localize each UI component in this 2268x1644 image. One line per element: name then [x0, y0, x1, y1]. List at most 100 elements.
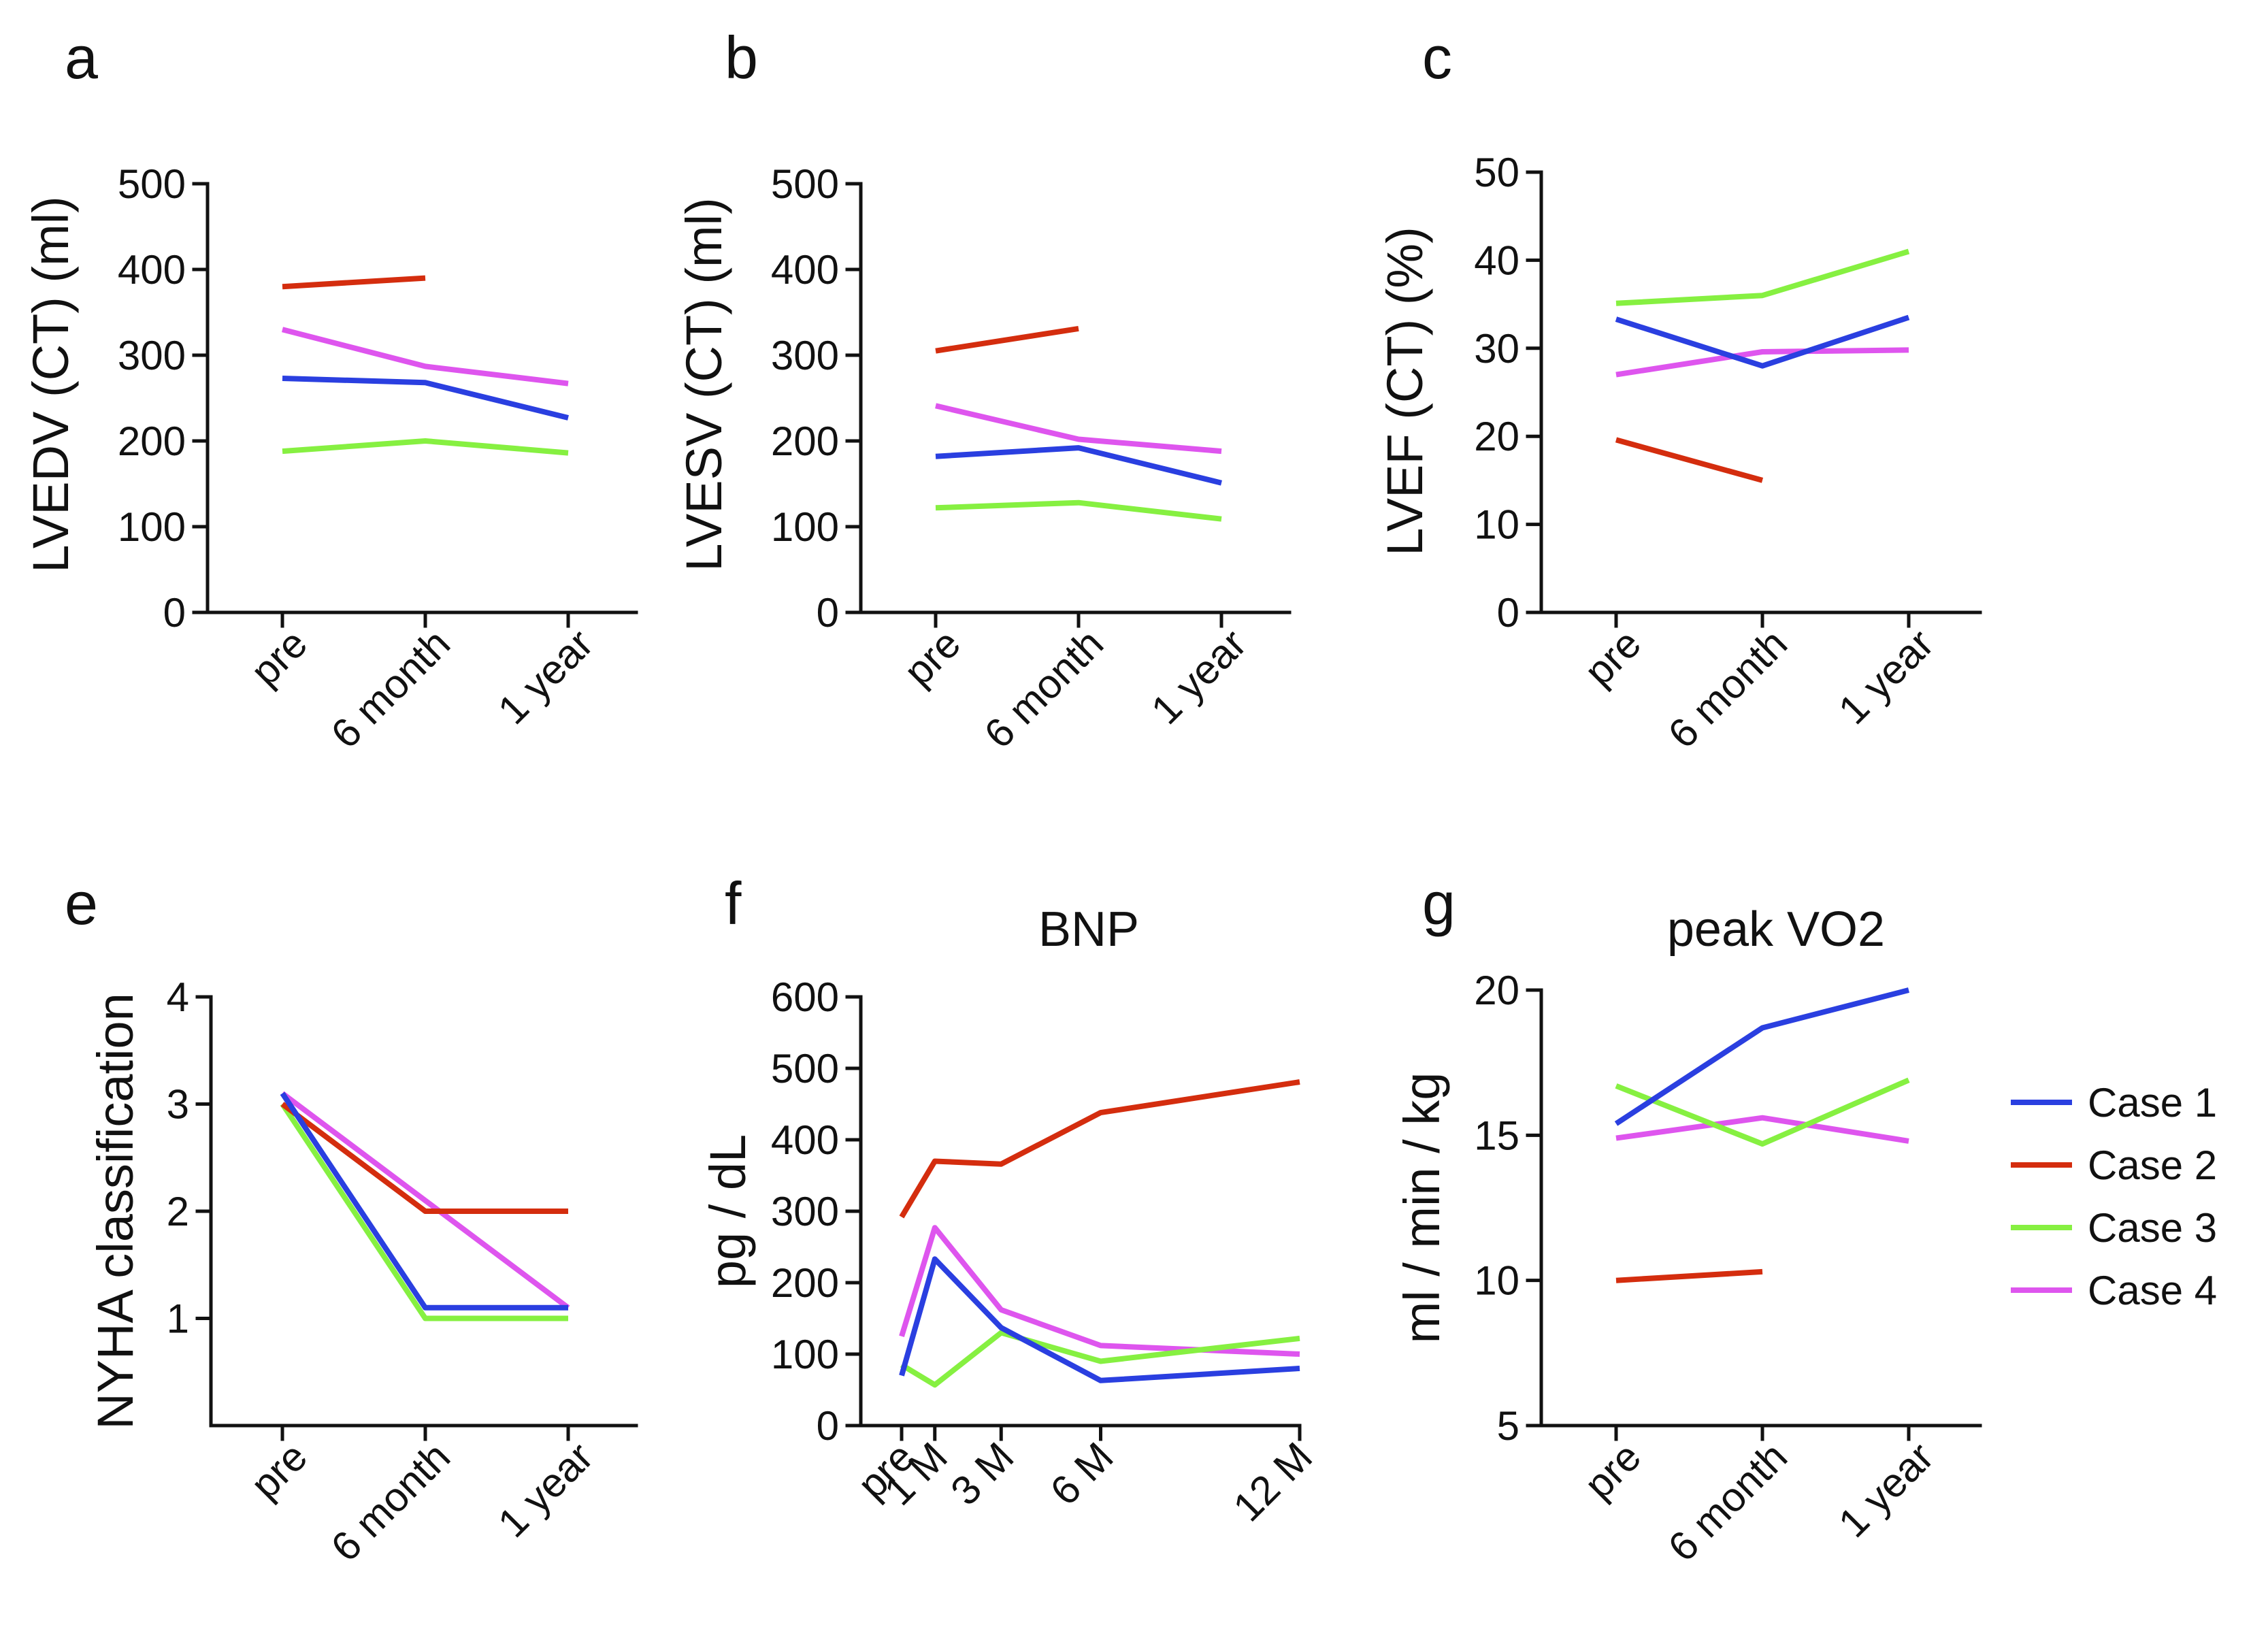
y-axis-label-b: LVESV (CT) (ml) [676, 197, 732, 572]
series-line-case-4-c [1615, 347, 1909, 378]
y-tick-label-c: 50 [1474, 150, 1519, 195]
panel-c: c 0 10 20 30 40 50 pre 6 month 1 year LVEF (CT) (… [1377, 24, 1982, 757]
y-tick-label-e: 3 [167, 1082, 189, 1128]
y-tick-label-e: 1 [167, 1296, 189, 1342]
y-tick-label-a: 0 [163, 590, 186, 636]
panel-letter-e: e [65, 870, 98, 937]
y-tick-label-b: 0 [817, 590, 839, 636]
series-line-case-1-e [280, 1091, 568, 1311]
x-tick-label-f: 6 M [1042, 1434, 1122, 1514]
y-tick-label-f: 500 [771, 1046, 839, 1091]
y-tick-label-a: 100 [118, 504, 186, 550]
x-tick-label-a: pre [242, 621, 316, 695]
y-tick-label-b: 300 [771, 333, 839, 378]
plot-g: 5 10 15 20 pre 6 month 1 year ml / min / kg [1394, 968, 1982, 1571]
y-tick-label-f: 300 [771, 1189, 839, 1234]
series-line-case-3-g [1615, 1077, 1910, 1147]
series-line-case-4-a [282, 327, 569, 387]
y-tick-label-a: 500 [118, 161, 186, 207]
x-tick-label-e: pre [242, 1434, 316, 1508]
x-tick-label-g: 6 month [1660, 1434, 1796, 1571]
series-line-case-4-b [935, 403, 1222, 455]
y-tick-label-f: 200 [771, 1260, 839, 1306]
y-tick-label-f: 0 [817, 1403, 839, 1449]
series-line-case-2-e [280, 1102, 568, 1214]
panel-letter-f: f [725, 870, 742, 937]
series-line-case-2-g [1615, 1268, 1763, 1283]
y-tick-label-g: 5 [1497, 1403, 1519, 1449]
y-tick-label-c: 0 [1497, 590, 1519, 636]
y-tick-label-f: 600 [771, 974, 839, 1020]
series-line-case-3-b [935, 499, 1222, 522]
plot-a: 0 100 200 300 400 500 pre 6 month 1 year LVEDV (C… [22, 161, 638, 757]
y-axis-label-e: NYHA classification [87, 993, 144, 1430]
panel-e: e 1 2 3 4 pre 6 month 1 year NYHA classificatio… [65, 870, 638, 1570]
y-tick-label-g: 20 [1474, 968, 1519, 1013]
series-line-case-4-g [1615, 1115, 1909, 1144]
y-tick-label-g: 10 [1474, 1258, 1519, 1304]
y-tick-label-g: 15 [1474, 1113, 1519, 1158]
series-line-case-3-c [1615, 248, 1910, 306]
series-line-case-3-a [282, 438, 569, 456]
y-tick-label-c: 40 [1474, 237, 1519, 283]
x-tick-label-f: 12 M [1224, 1434, 1321, 1530]
series-line-case-2-c [1615, 437, 1764, 483]
y-axis-label-f: pg / dL [700, 1134, 756, 1288]
chart-title-bnp: BNP [1038, 902, 1139, 957]
panel-b: b 0 100 200 300 400 500 pre 6 month 1 year LVESV … [676, 24, 1292, 757]
series-line-case-4-e [280, 1091, 570, 1311]
panel-letter-a: a [65, 24, 98, 91]
legend-label-case-4: Case 4 [2088, 1268, 2217, 1313]
panel-a: a 0 100 200 300 400 500 pre 6 month 1 year LVEDV … [22, 24, 638, 757]
x-tick-label-g: pre [1575, 1434, 1649, 1508]
series-line-case-2-a [282, 275, 426, 290]
legend: Case 1 Case 2 Case 3 Case 4 [2011, 1080, 2217, 1313]
y-tick-label-f: 100 [771, 1332, 839, 1377]
plot-c: 0 10 20 30 40 50 pre 6 month 1 year LVEF (CT) (%) [1377, 150, 1982, 757]
y-tick-label-b: 500 [771, 161, 839, 207]
y-tick-label-c: 10 [1474, 502, 1519, 548]
y-tick-label-a: 300 [118, 333, 186, 378]
series-line-case-1-c [1615, 314, 1910, 369]
x-tick-label-b: 6 month [976, 621, 1113, 757]
panel-letter-c: c [1422, 24, 1452, 91]
panel-letter-b: b [725, 24, 758, 91]
series-line-case-2-f [899, 1079, 1300, 1219]
y-tick-label-e: 2 [167, 1189, 189, 1234]
series-line-case-3-e [280, 1102, 568, 1321]
y-axis-label-c: LVEF (CT) (%) [1377, 227, 1433, 556]
series-line-case-1-a [282, 376, 569, 421]
y-tick-label-c: 30 [1474, 326, 1519, 372]
x-tick-label-e: 1 year [489, 1434, 602, 1546]
series-line-case-1-f [899, 1256, 1300, 1383]
y-tick-label-c: 20 [1474, 414, 1519, 459]
x-tick-label-c: pre [1575, 621, 1649, 695]
y-axis-label-a: LVEDV (CT) (ml) [22, 196, 79, 573]
x-tick-label-c: 6 month [1660, 621, 1796, 757]
y-tick-label-a: 200 [118, 418, 186, 464]
plot-b: 0 100 200 300 400 500 pre 6 month 1 year LVESV (C… [676, 161, 1292, 757]
y-tick-label-b: 100 [771, 504, 839, 550]
series-line-case-4-f [899, 1225, 1300, 1357]
legend-label-case-3: Case 3 [2088, 1205, 2217, 1251]
x-tick-label-a: 1 year [489, 621, 602, 733]
legend-label-case-1: Case 1 [2088, 1080, 2217, 1125]
series-line-case-2-b [935, 325, 1079, 354]
y-tick-label-f: 400 [771, 1117, 839, 1163]
series-line-case-1-g [1614, 987, 1909, 1126]
legend-label-case-2: Case 2 [2088, 1142, 2217, 1188]
y-tick-label-a: 400 [118, 247, 186, 293]
x-tick-label-b: pre [895, 621, 969, 695]
y-tick-label-b: 400 [771, 247, 839, 293]
plot-e: 1 2 3 4 pre 6 month 1 year NYHA classification [87, 974, 638, 1570]
series-line-case-3-f [900, 1330, 1300, 1388]
y-tick-label-b: 200 [771, 418, 839, 464]
panel-g: g peak VO2 5 10 15 20 pre 6 month 1 year ml / m… [1394, 870, 1982, 1571]
x-tick-label-f: 3 M [942, 1434, 1022, 1514]
x-tick-label-g: 1 year [1830, 1434, 1942, 1546]
y-tick-label-e: 4 [167, 974, 189, 1020]
x-tick-label-a: 6 month [323, 621, 459, 757]
